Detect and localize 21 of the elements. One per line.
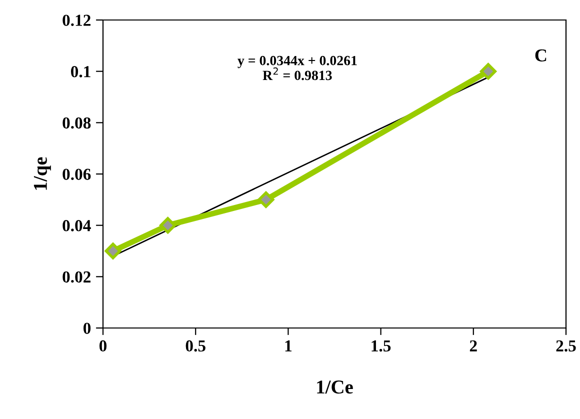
y-tick-label: 0.1 [70,66,90,78]
y-tick-label: 0.08 [62,117,91,129]
y-tick-label: 0.06 [62,168,91,180]
x-tick-label: 2.5 [556,340,576,352]
y-tick-label: 0.02 [62,271,90,283]
x-tick-label: 1.5 [372,340,391,352]
x-tick-label: 2 [470,340,477,352]
y-tick-label: 0.04 [62,220,91,232]
x-tick-label: 0.5 [186,340,206,352]
point [480,63,496,80]
y-tick-label: 0 [83,322,91,334]
x-axis-title: 1/Ce [317,380,353,394]
y-tick-label: 0.12 [62,14,90,26]
point [104,242,122,260]
y-axis-title: 1/qe [34,157,51,190]
annotation: C [535,49,546,62]
annotation: y = 0.0344x + 0.0261 R$^{2}$ = 0.9813 [238,56,357,80]
point [258,191,274,208]
x-tick-label: 0 [99,340,107,352]
x-tick-label: 1 [285,340,292,352]
point [160,217,176,234]
